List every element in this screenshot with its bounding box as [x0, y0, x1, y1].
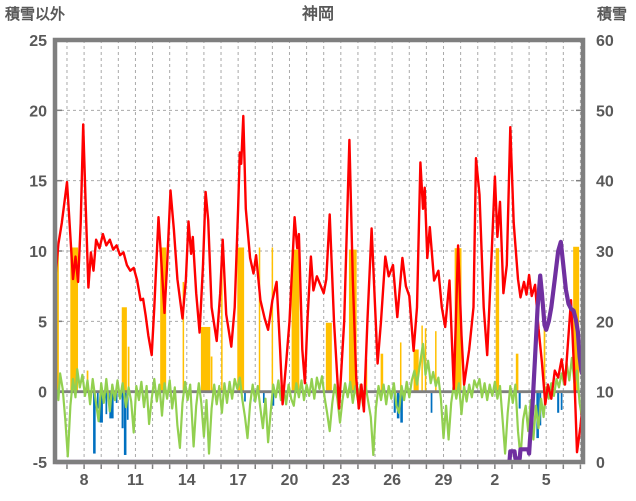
left-axis-tick-label: 15 [29, 174, 47, 191]
orange-bars-bar [200, 326, 211, 392]
blue-bars-bar [244, 391, 246, 402]
right-axis-tick-label: 30 [596, 244, 614, 261]
x-axis-tick-label: 26 [383, 472, 401, 489]
orange-bars-bar [160, 247, 167, 392]
x-axis-labels: 8 11 14 17 20 23 26 29 2 5 [80, 472, 551, 489]
orange-bars-bar [399, 342, 402, 392]
left-axis-tick-label: 20 [29, 103, 47, 120]
left-axis-tick-label: 25 [29, 33, 47, 50]
blue-bars-bar [123, 391, 127, 455]
blue-bars-bar [272, 391, 275, 406]
left-axis-title: 積雪以外 [5, 6, 66, 23]
orange-bars-bar [258, 247, 261, 392]
x-axis-tick-label: 14 [178, 472, 196, 489]
x-axis-tick-label: 2 [490, 472, 499, 489]
x-axis-day-ticks [66, 464, 582, 469]
x-axis-tick-label: 20 [281, 472, 299, 489]
orange-bars-bar [182, 281, 185, 392]
left-axis-tick-label: 5 [38, 314, 47, 331]
orange-bars-bar [271, 247, 274, 392]
orange-bars-bar [435, 331, 437, 392]
orange-bars-bar [515, 353, 519, 392]
x-axis-tick-label: 29 [435, 472, 453, 489]
orange-bars-bar [454, 248, 462, 392]
left-axis-tick-label: -5 [33, 455, 47, 472]
x-axis-tick-label: 23 [332, 472, 350, 489]
blue-bars-bar [96, 391, 99, 409]
orange-bars-bar [210, 356, 213, 392]
left-axis-labels: 25 20 15 10 5 0 -5 [29, 33, 47, 472]
blue-bars-bar [396, 391, 400, 419]
plot-gridlines [55, 40, 583, 462]
blue-bars-bar [115, 391, 118, 403]
left-axis-tick-label: 10 [29, 244, 47, 261]
orange-bars-bar [221, 247, 223, 392]
x-axis-tick-label: 11 [127, 472, 144, 489]
right-axis-tick-label: 60 [596, 33, 614, 50]
right-axis-tick-label: 50 [596, 103, 614, 120]
x-axis-tick-label: 17 [229, 472, 247, 489]
orange-bars-bar [121, 307, 127, 392]
blue-bars-bar [121, 391, 124, 429]
right-axis-title: 積雪 [596, 6, 627, 23]
plot-frame [52, 37, 586, 465]
right-axis-tick-label: 0 [596, 455, 605, 472]
blue-bars-bar [393, 391, 396, 413]
blue-bars-bar [262, 391, 265, 403]
orange-bars-bar [421, 325, 423, 392]
orange-bars-bar [380, 353, 384, 392]
purple-snow-line-series [55, 239, 583, 465]
orange-bars-bar [348, 249, 357, 392]
blue-bars-bar [93, 391, 96, 454]
orange-bars-bar [413, 349, 419, 392]
right-axis-labels: 60 50 40 30 20 10 0 [596, 33, 614, 472]
blue-bars-bar [557, 391, 560, 413]
blue-bars-bar [430, 391, 433, 413]
chart-title: 神岡 [301, 6, 334, 23]
green-line-series [55, 342, 583, 459]
blue-bars-bar [99, 391, 103, 423]
blue-bars-bar [126, 391, 129, 420]
blue-bars-bar [560, 391, 563, 410]
right-axis-tick-label: 20 [596, 314, 614, 331]
blue-bars-bar [105, 391, 108, 415]
orange-bars-bar [237, 247, 245, 392]
red-line-series [55, 114, 583, 454]
orange-bars-bar [70, 247, 79, 392]
orange-bars-bar [424, 328, 427, 392]
orange-bars-bar [543, 324, 546, 392]
right-axis-tick-label: 40 [596, 174, 614, 191]
left-axis-tick-label: 0 [38, 385, 47, 402]
orange-bars-bar [291, 249, 300, 392]
blue-bars-bar [518, 391, 521, 409]
blue-bars-bar [400, 391, 403, 423]
orange-bars-bar [325, 322, 332, 392]
orange-bars-bar [127, 346, 130, 392]
right-axis-tick-label: 10 [596, 385, 614, 402]
orange-bars-bar [495, 248, 500, 392]
x-axis-tick-label: 8 [80, 472, 89, 489]
x-axis-tick-label: 5 [542, 472, 551, 489]
